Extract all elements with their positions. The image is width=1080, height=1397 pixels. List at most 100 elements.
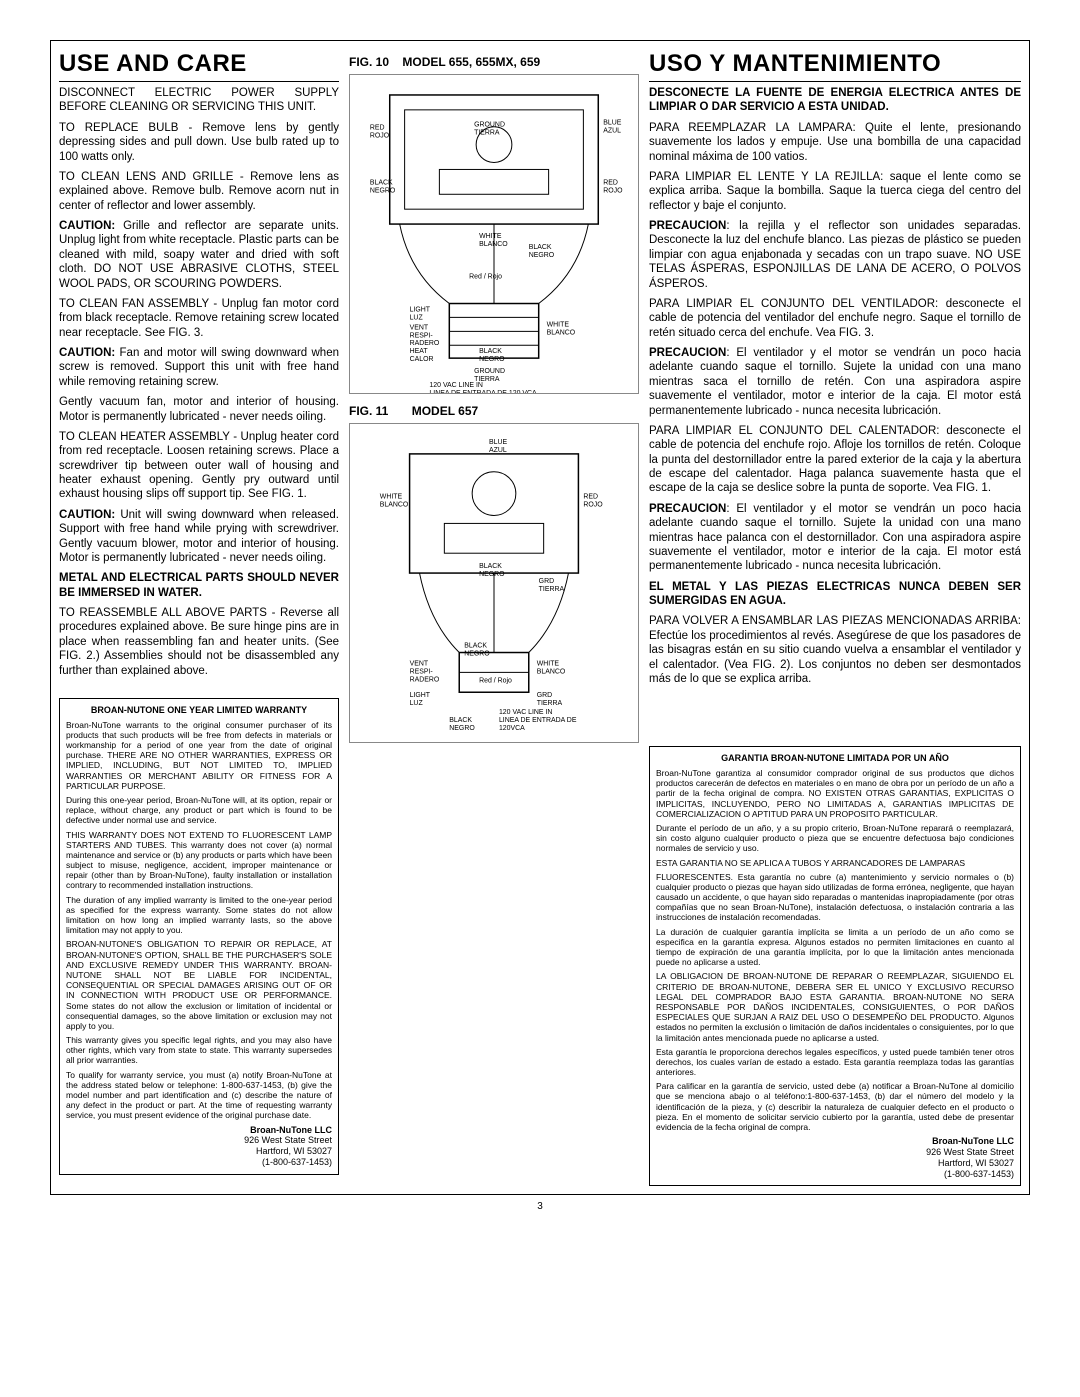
addr2: Hartford, WI 53027 <box>938 1158 1014 1168</box>
company: Broan-NuTone LLC <box>932 1136 1014 1146</box>
lbl-red: REDROJO <box>603 179 623 194</box>
p: PARA LIMPIAR EL LENTE Y LA REJILLA: saqu… <box>649 170 1021 213</box>
precaucion: PRECAUCION <box>649 347 726 359</box>
wiring-diagram-10: REDROJO BLACKNEGRO BLUEAZUL REDROJO GROU… <box>349 74 639 394</box>
lbl-white: WHITEBLANCO <box>547 321 576 336</box>
phone: (1-800-637-1453) <box>262 1157 332 1167</box>
lbl-blue: BLUEAZUL <box>603 120 621 135</box>
wp: FLUORESCENTES. Esta garantía no cubre (a… <box>656 872 1014 923</box>
col-right: USO Y MANTENIMIENTO DESCONECTE LA FUENTE… <box>649 49 1021 1186</box>
lbl-vent: VENTRESPI-RADERO <box>410 324 440 347</box>
lbl-ground: GROUNDTIERRA <box>474 368 505 383</box>
lbl-black: BLACKNEGRO <box>479 563 505 578</box>
addr2: Hartford, WI 53027 <box>256 1146 332 1156</box>
col-left: USE AND CARE DISCONNECT ELECTRIC POWER S… <box>59 49 339 1186</box>
fig10: FIG. 10 <box>349 55 389 69</box>
p: CAUTION: Fan and motor will swing downwa… <box>59 346 339 389</box>
p: TO CLEAN FAN ASSEMBLY - Unplug fan motor… <box>59 297 339 340</box>
p: PRECAUCION: la rejilla y el reflector so… <box>649 219 1021 291</box>
p: PARA VOLVER A ENSAMBLAR LAS PIEZAS MENCI… <box>649 614 1021 686</box>
p: Gently vacuum fan, motor and interior of… <box>59 395 339 424</box>
lbl-vac: 120 VAC LINE INLINEA DE ENTRADA DE120VCA <box>499 709 577 732</box>
wp: Esta garantía le proporciona derechos le… <box>656 1047 1014 1078</box>
lbl-light: LIGHTLUZ <box>410 306 431 321</box>
p: METAL AND ELECTRICAL PARTS SHOULD NEVER … <box>59 571 339 600</box>
lbl-vent: VENTRESPI-RADERO <box>410 660 440 683</box>
p: EL METAL Y LAS PIEZAS ELECTRICAS NUNCA D… <box>649 580 1021 609</box>
lbl-black: BLACKNEGRO <box>479 348 505 363</box>
caution: CAUTION: <box>59 220 115 232</box>
wp: Broan-NuTone garantiza al consumidor com… <box>656 768 1014 819</box>
fig11-model: MODEL 657 <box>412 404 478 418</box>
fig10-label: FIG. 10 MODEL 655, 655MX, 659 <box>349 55 639 70</box>
title-en: USE AND CARE <box>59 49 339 79</box>
p: CAUTION: Unit will swing downward when r… <box>59 508 339 566</box>
lbl-red: REDROJO <box>370 125 390 140</box>
lbl-ground: GROUNDTIERRA <box>474 122 505 137</box>
lbl-redrojo: Red / Rojo <box>469 274 502 281</box>
lbl-black: BLACKNEGRO <box>449 717 475 732</box>
p: TO REPLACE BULB - Remove lens by gently … <box>59 121 339 164</box>
wp: This warranty gives you specific legal r… <box>66 1035 332 1066</box>
col-mid: FIG. 10 MODEL 655, 655MX, 659 REDROJO BL… <box>349 49 639 1186</box>
lbl-black: BLACKNEGRO <box>464 643 490 658</box>
p: TO CLEAN HEATER ASSEMBLY - Unplug heater… <box>59 430 339 502</box>
wp: ESTA GARANTIA NO SE APLICA A TUBOS Y ARR… <box>656 858 1014 868</box>
wp: During this one-year period, Broan-NuTon… <box>66 795 332 826</box>
phone: (1-800-637-1453) <box>944 1169 1014 1179</box>
title-es: USO Y MANTENIMIENTO <box>649 49 1021 79</box>
company: Broan-NuTone LLC <box>250 1125 332 1135</box>
addr1: 926 West State Street <box>926 1147 1014 1157</box>
lbl-red: Red / Rojo <box>479 677 512 684</box>
lbl-white: WHITEBLANCO <box>380 494 409 509</box>
lbl-grd: GRDTIERRA <box>539 578 565 593</box>
rule <box>59 81 339 82</box>
lbl-vac: 120 VAC LINE INLINEA DE ENTRADA DE 120 V… <box>429 382 537 393</box>
p: DESCONECTE LA FUENTE DE ENERGIA ELECTRIC… <box>649 86 1021 115</box>
wp: BROAN-NUTONE'S OBLIGATION TO REPAIR OR R… <box>66 939 332 1031</box>
p: TO CLEAN LENS AND GRILLE - Remove lens a… <box>59 170 339 213</box>
p: PRECAUCION: El ventilador y el motor se … <box>649 346 1021 418</box>
lbl-grd: GRDTIERRA <box>537 692 563 707</box>
p: PRECAUCION: El ventilador y el motor se … <box>649 502 1021 574</box>
p: CAUTION: Grille and reflector are separa… <box>59 219 339 291</box>
page-number: 3 <box>50 1201 1030 1214</box>
p: TO REASSEMBLE ALL ABOVE PARTS - Reverse … <box>59 606 339 678</box>
p: PARA REEMPLAZAR LA LAMPARA: Quite el len… <box>649 121 1021 164</box>
wp: The duration of any implied warranty is … <box>66 895 332 936</box>
wp: Durante el período de un año, y a su pro… <box>656 823 1014 854</box>
precaucion: PRECAUCION <box>649 220 726 232</box>
fig10-model: MODEL 655, 655MX, 659 <box>402 55 540 69</box>
p: PARA LIMPIAR EL CONJUNTO DEL CALENTADOR:… <box>649 424 1021 496</box>
warranty-title: BROAN-NUTONE ONE YEAR LIMITED WARRANTY <box>66 705 332 716</box>
rule <box>649 81 1021 82</box>
wp: Para calificar en la garantía de servici… <box>656 1081 1014 1132</box>
wp: LA OBLIGACION DE BROAN-NUTONE DE REPARAR… <box>656 971 1014 1042</box>
lbl-black: BLACKNEGRO <box>370 179 396 194</box>
caution: CAUTION: <box>59 509 115 521</box>
p: PARA LIMPIAR EL CONJUNTO DEL VENTILADOR:… <box>649 297 1021 340</box>
lbl-blue: BLUEAZUL <box>489 439 507 454</box>
warranty-title: GARANTIA BROAN-NUTONE LIMITADA POR UN AÑ… <box>656 753 1014 764</box>
warranty-en: BROAN-NUTONE ONE YEAR LIMITED WARRANTY B… <box>59 698 339 1175</box>
lbl-light: LIGHTLUZ <box>410 692 431 707</box>
wp: Broan-NuTone warrants to the original co… <box>66 720 332 791</box>
wiring-diagram-11: BLUEAZUL WHITEBLANCO REDROJO BLACKNEGRO … <box>349 423 639 743</box>
wp: To qualify for warranty service, you mus… <box>66 1070 332 1121</box>
lbl-black: BLACKNEGRO <box>529 244 555 259</box>
caution: CAUTION: <box>59 347 115 359</box>
company-addr: Broan-NuTone LLC 926 West State Street H… <box>66 1125 332 1168</box>
addr1: 926 West State Street <box>244 1135 332 1145</box>
lbl-white: WHITEBLANCO <box>537 660 566 675</box>
fig11-label: FIG. 11 MODEL 657 <box>349 404 639 419</box>
wp: THIS WARRANTY DOES NOT EXTEND TO FLUORES… <box>66 830 332 891</box>
fig11: FIG. 11 <box>349 404 388 418</box>
page-container: USE AND CARE DISCONNECT ELECTRIC POWER S… <box>50 40 1030 1195</box>
lbl-red: REDROJO <box>583 494 603 509</box>
precaucion: PRECAUCION <box>649 503 726 515</box>
lbl-heat: HEATCALOR <box>410 348 434 363</box>
company-addr: Broan-NuTone LLC 926 West State Street H… <box>656 1136 1014 1179</box>
p: DISCONNECT ELECTRIC POWER SUPPLY BEFORE … <box>59 86 339 115</box>
wp: La duración de cualquier garantía implíc… <box>656 927 1014 968</box>
warranty-es: GARANTIA BROAN-NUTONE LIMITADA POR UN AÑ… <box>649 746 1021 1186</box>
